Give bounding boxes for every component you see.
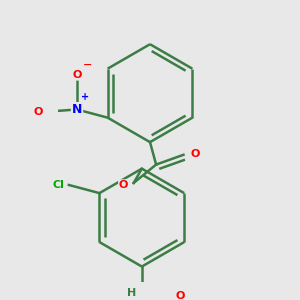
- Text: O: O: [34, 106, 43, 116]
- Text: O: O: [176, 291, 185, 300]
- Text: +: +: [81, 92, 89, 102]
- Text: N: N: [72, 103, 82, 116]
- Text: H: H: [127, 288, 136, 298]
- Text: −: −: [82, 60, 92, 70]
- Text: O: O: [119, 180, 128, 190]
- Text: O: O: [72, 70, 82, 80]
- Text: Cl: Cl: [53, 180, 64, 190]
- Text: O: O: [190, 149, 200, 159]
